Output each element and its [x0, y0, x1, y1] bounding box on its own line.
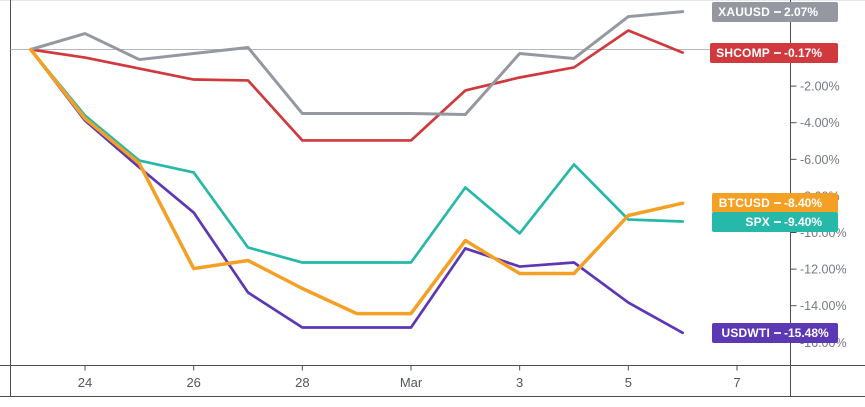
badge-tick-dash — [770, 202, 784, 204]
x-axis-tick-label: 5 — [625, 375, 632, 390]
badge-tick-dash — [770, 52, 784, 54]
symbol-name: USDWTI — [721, 325, 770, 340]
symbol-name: SHCOMP — [716, 45, 770, 60]
price-label-spx: SPX -9.40% — [712, 211, 838, 232]
series-line-shcomp[interactable] — [29, 29, 685, 142]
y-axis-tick-label: -12.00% — [800, 263, 847, 277]
time-scale[interactable] — [0, 366, 865, 397]
y-axis-tick-label: -14.00% — [800, 299, 847, 313]
symbol-change-value: -8.40% — [784, 196, 823, 211]
series-line-usdwti[interactable] — [29, 48, 685, 335]
y-axis-tick-label: -6.00% — [800, 153, 840, 167]
series-line-spx[interactable] — [29, 48, 685, 264]
price-label-shcomp: SHCOMP -0.17% — [710, 42, 838, 63]
symbol-change-value: -9.40% — [784, 214, 823, 229]
badge-tick-dash — [770, 11, 784, 13]
price-scale[interactable] — [790, 0, 865, 366]
y-axis-tick-label: -4.00% — [800, 116, 840, 130]
price-label-btcusd: BTCUSD -8.40% — [712, 193, 838, 214]
x-axis-tick-label: 7 — [733, 375, 740, 390]
x-axis-tick-label: 26 — [186, 375, 200, 390]
x-axis-tick-label: 28 — [295, 375, 309, 390]
symbol-name: XAUUSD — [718, 4, 770, 19]
price-label-xauusd: XAUUSD 2.07% — [712, 1, 838, 22]
x-axis-tick-label: Mar — [400, 375, 423, 390]
symbol-name: BTCUSD — [718, 196, 770, 211]
symbol-change-value: -15.48% — [784, 325, 829, 340]
series-line-btcusd[interactable] — [28, 47, 685, 316]
symbol-name: SPX — [745, 214, 770, 229]
symbol-change-value: 2.07% — [784, 4, 819, 19]
x-axis-tick-label: 24 — [78, 375, 92, 390]
series-line-xauusd[interactable] — [29, 10, 685, 116]
x-axis-tick-label: 3 — [516, 375, 523, 390]
symbol-change-value: -0.17% — [784, 45, 823, 60]
badge-tick-dash — [770, 332, 784, 334]
badge-tick-dash — [770, 221, 784, 223]
price-label-usdwti: USDWTI -15.48% — [712, 322, 838, 343]
y-axis-tick-label: -2.00% — [800, 80, 840, 94]
